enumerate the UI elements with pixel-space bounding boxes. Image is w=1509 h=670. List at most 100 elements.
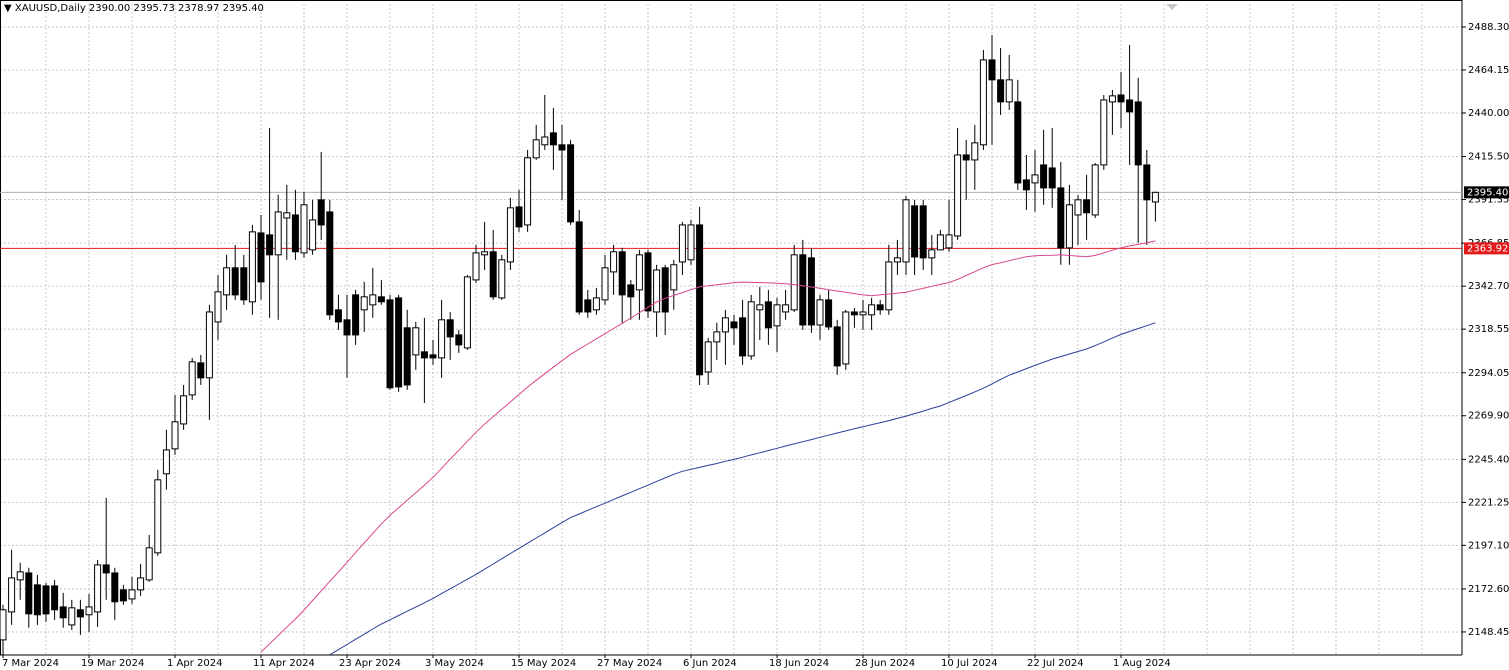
hline-box: [1464, 242, 1509, 255]
header-open: 2390.00: [88, 3, 131, 14]
y-tick-label: 2221.25: [1468, 497, 1509, 508]
candle-body: [807, 257, 815, 326]
candle-body: [343, 319, 351, 336]
candle-body: [1005, 79, 1013, 103]
candle-body: [300, 204, 308, 254]
candle-body: [790, 254, 798, 311]
chart-header: ▼ XAUUSD,Daily 2390.00 2395.73 2378.97 2…: [4, 3, 264, 14]
candle-body: [730, 321, 738, 329]
x-tick-label: 27 May 2024: [597, 658, 662, 669]
candle-body: [180, 395, 188, 425]
candle-body: [326, 211, 334, 316]
candle-body: [704, 341, 712, 373]
header-high: 2395.73: [133, 3, 175, 14]
candle-body: [223, 267, 231, 296]
x-tick-label: 3 May 2024: [425, 658, 484, 669]
candle-body: [816, 299, 824, 326]
candle-body: [274, 211, 282, 256]
candle-body: [644, 252, 652, 312]
candle-body: [850, 311, 858, 316]
candle-body: [162, 449, 170, 475]
x-tick-label: 28 Jun 2024: [855, 658, 915, 669]
candle-body: [317, 199, 325, 226]
candle-body: [936, 234, 944, 251]
y-tick-label: 2318.55: [1468, 324, 1509, 335]
candle-body: [68, 607, 76, 626]
candle-body: [627, 284, 635, 298]
candle-body: [334, 309, 342, 323]
candle-body: [653, 269, 661, 313]
candle-body: [25, 572, 33, 615]
candle-body: [756, 304, 764, 311]
candle-body: [111, 572, 119, 603]
candle-body: [386, 299, 394, 389]
candle-body: [137, 577, 145, 591]
candle-body: [214, 291, 222, 323]
candle-body: [412, 327, 420, 356]
candle-body: [1057, 187, 1065, 249]
candle-body: [997, 79, 1005, 103]
candle-body: [567, 144, 575, 223]
candle-body: [868, 304, 876, 316]
candle-body: [885, 261, 893, 311]
y-tick-label: 2342.70: [1468, 281, 1509, 292]
candle-body: [369, 294, 377, 306]
x-tick-label: 1 Apr 2024: [167, 658, 222, 669]
candle-body: [773, 304, 781, 327]
candle-body: [618, 251, 626, 296]
candle-body: [842, 311, 850, 365]
candle-body: [1074, 199, 1082, 216]
candle-body: [515, 206, 523, 228]
candle-body: [713, 331, 721, 343]
candle-body: [524, 157, 532, 226]
candle-body: [558, 144, 566, 151]
candle-body: [1100, 99, 1108, 166]
candle-body: [971, 142, 979, 161]
y-tick-label: 2172.60: [1468, 584, 1509, 595]
candle-body: [592, 297, 600, 311]
candle-body: [782, 304, 790, 313]
candle-body: [498, 259, 506, 299]
x-tick-label: 19 Mar 2024: [81, 658, 144, 669]
candle-body: [266, 234, 274, 256]
candle-body: [309, 219, 317, 251]
candle-body: [902, 199, 910, 263]
y-tick-label: 2148.45: [1468, 627, 1509, 638]
candle-body: [377, 296, 385, 303]
candle-body: [1048, 167, 1056, 189]
x-tick-label: 18 Jun 2024: [769, 658, 829, 669]
candle-body: [670, 264, 678, 291]
candle-body: [1040, 164, 1048, 189]
candle-body: [661, 267, 669, 313]
candle-body: [635, 254, 643, 291]
candle-body: [0, 609, 7, 641]
candle-body: [541, 136, 549, 146]
candle-body: [928, 249, 936, 259]
candle-body: [1022, 179, 1030, 191]
grid: [0, 4, 1462, 655]
candle-body: [1091, 164, 1099, 216]
candle-body: [94, 564, 102, 613]
x-tick-label: 6 Jun 2024: [683, 658, 737, 669]
candle-body: [154, 479, 162, 554]
candle-body: [171, 421, 179, 450]
candle-body: [678, 224, 686, 263]
candle-body: [911, 205, 919, 258]
candle-body: [188, 361, 196, 396]
candle-body: [42, 585, 50, 615]
candle-body: [687, 224, 695, 261]
candle-body: [1117, 94, 1125, 103]
candle-body: [85, 606, 93, 616]
candle-body: [119, 589, 127, 602]
candle-body: [610, 251, 618, 273]
candle-body: [76, 609, 84, 618]
hline-label: 2363.92: [1467, 243, 1508, 254]
candle-body: [403, 327, 411, 386]
candle-body: [472, 252, 480, 281]
candle-body: [859, 311, 867, 316]
x-tick-label: 22 Jul 2024: [1027, 658, 1084, 669]
candle-body: [584, 299, 592, 313]
candle-body: [429, 354, 437, 359]
candle-body: [1083, 199, 1091, 214]
y-tick-label: 2197.10: [1468, 540, 1509, 551]
